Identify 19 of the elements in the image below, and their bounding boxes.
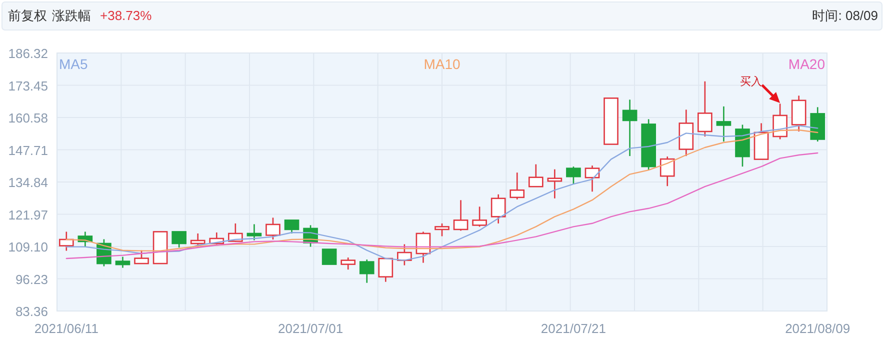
y-tick-label: 109.10 bbox=[8, 240, 48, 254]
x-tick-label: 2021/07/01 bbox=[278, 321, 344, 336]
text: 时间: 08/09 bbox=[812, 8, 878, 23]
x-tick-label: 2021/06/11 bbox=[34, 321, 98, 336]
text: 前复权 bbox=[8, 8, 47, 23]
y-tick-label: 83.36 bbox=[15, 304, 48, 319]
y-tick-label: 96.23 bbox=[15, 272, 48, 287]
x-tick-label: 2021/07/21 bbox=[540, 321, 606, 336]
text: 涨跌幅 bbox=[52, 8, 91, 23]
y-tick-label: 147.71 bbox=[8, 142, 48, 158]
legend: MA5 MA10 MA20 bbox=[59, 56, 825, 72]
y-tick-label: 173.45 bbox=[8, 78, 48, 94]
x-tick-label: 2021/08/09 bbox=[785, 321, 850, 336]
annotation: 买入 bbox=[740, 75, 762, 88]
y-tick-label: 121.97 bbox=[8, 207, 48, 222]
y-tick-label: 160.58 bbox=[8, 110, 48, 126]
text: +38.73% bbox=[100, 8, 152, 23]
y-tick-label: 186.32 bbox=[8, 46, 48, 61]
y-tick-label: 134.84 bbox=[8, 175, 48, 190]
